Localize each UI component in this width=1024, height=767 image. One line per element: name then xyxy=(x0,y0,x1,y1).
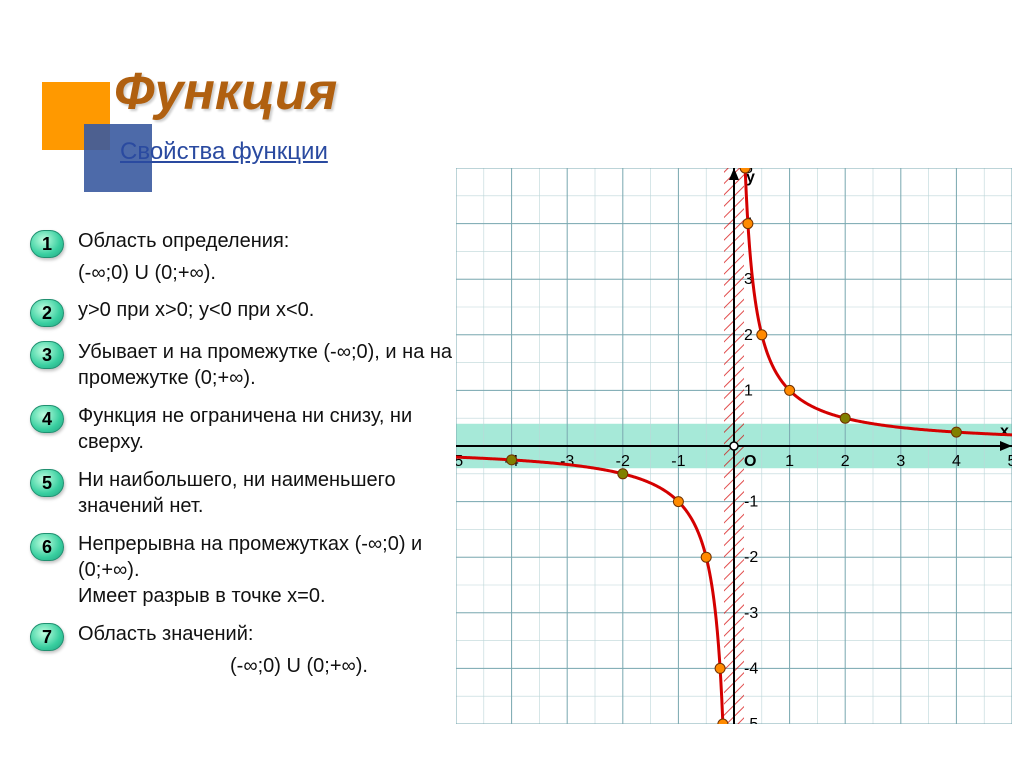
property-text: Область значений: xyxy=(78,621,253,647)
property-subtext: (-∞;0) U (0;+∞). xyxy=(230,655,460,678)
property-item: 5 Ни наибольшего, ни наименьшего значений… xyxy=(30,467,460,519)
svg-text:х: х xyxy=(1000,423,1009,440)
property-text: Непрерывна на промежутках (-∞;0) и (0;+∞… xyxy=(78,531,460,609)
svg-text:4: 4 xyxy=(952,453,961,470)
svg-text:-2: -2 xyxy=(616,453,630,470)
svg-text:1: 1 xyxy=(744,382,753,399)
svg-text:-4: -4 xyxy=(744,660,758,677)
svg-text:-3: -3 xyxy=(744,605,758,622)
property-text: Ни наибольшего, ни наименьшего значений … xyxy=(78,467,460,519)
property-badge: 4 xyxy=(30,405,64,433)
svg-text:2: 2 xyxy=(744,327,753,344)
property-badge: 3 xyxy=(30,341,64,369)
property-item: 2 у>0 при х>0; у<0 при х<0. xyxy=(30,297,460,327)
property-badge: 6 xyxy=(30,533,64,561)
property-text: у>0 при х>0; у<0 при х<0. xyxy=(78,297,314,323)
property-text: Убывает и на промежутке (-∞;0), и на на … xyxy=(78,339,460,391)
property-item: 3 Убывает и на промежутке (-∞;0), и на на… xyxy=(30,339,460,391)
property-badge: 5 xyxy=(30,469,64,497)
property-badge: 7 xyxy=(30,623,64,651)
svg-text:5: 5 xyxy=(1008,453,1012,470)
property-badge: 1 xyxy=(30,230,64,258)
property-subtext: (-∞;0) U (0;+∞). xyxy=(78,262,460,285)
svg-text:-2: -2 xyxy=(744,549,758,566)
svg-text:-5: -5 xyxy=(456,453,463,470)
svg-text:-5: -5 xyxy=(744,716,758,724)
svg-text:3: 3 xyxy=(896,453,905,470)
property-text: Функция не ограничена ни снизу, ни сверх… xyxy=(78,403,460,455)
property-badge: 2 xyxy=(30,299,64,327)
property-item: 1 Область определения: xyxy=(30,228,460,258)
property-text: Область определения: xyxy=(78,228,289,254)
properties-list: 1 Область определения: (-∞;0) U (0;+∞). 2 у>… xyxy=(30,228,460,690)
svg-text:2: 2 xyxy=(841,453,850,470)
svg-text:-1: -1 xyxy=(671,453,685,470)
svg-text:1: 1 xyxy=(785,453,794,470)
property-item: 7 Область значений: xyxy=(30,621,460,651)
svg-text:-3: -3 xyxy=(560,453,574,470)
property-item: 4 Функция не ограничена ни снизу, ни свер… xyxy=(30,403,460,455)
svg-text:-1: -1 xyxy=(744,494,758,511)
page-title: Функция xyxy=(114,62,337,122)
chart: -5-4-3-2-112345-5-4-3-2-112345Оху xyxy=(456,168,1012,724)
property-item: 6 Непрерывна на промежутках (-∞;0) и (0;+… xyxy=(30,531,460,609)
svg-text:О: О xyxy=(744,453,756,470)
page-subtitle: Свойства функции xyxy=(120,138,328,166)
